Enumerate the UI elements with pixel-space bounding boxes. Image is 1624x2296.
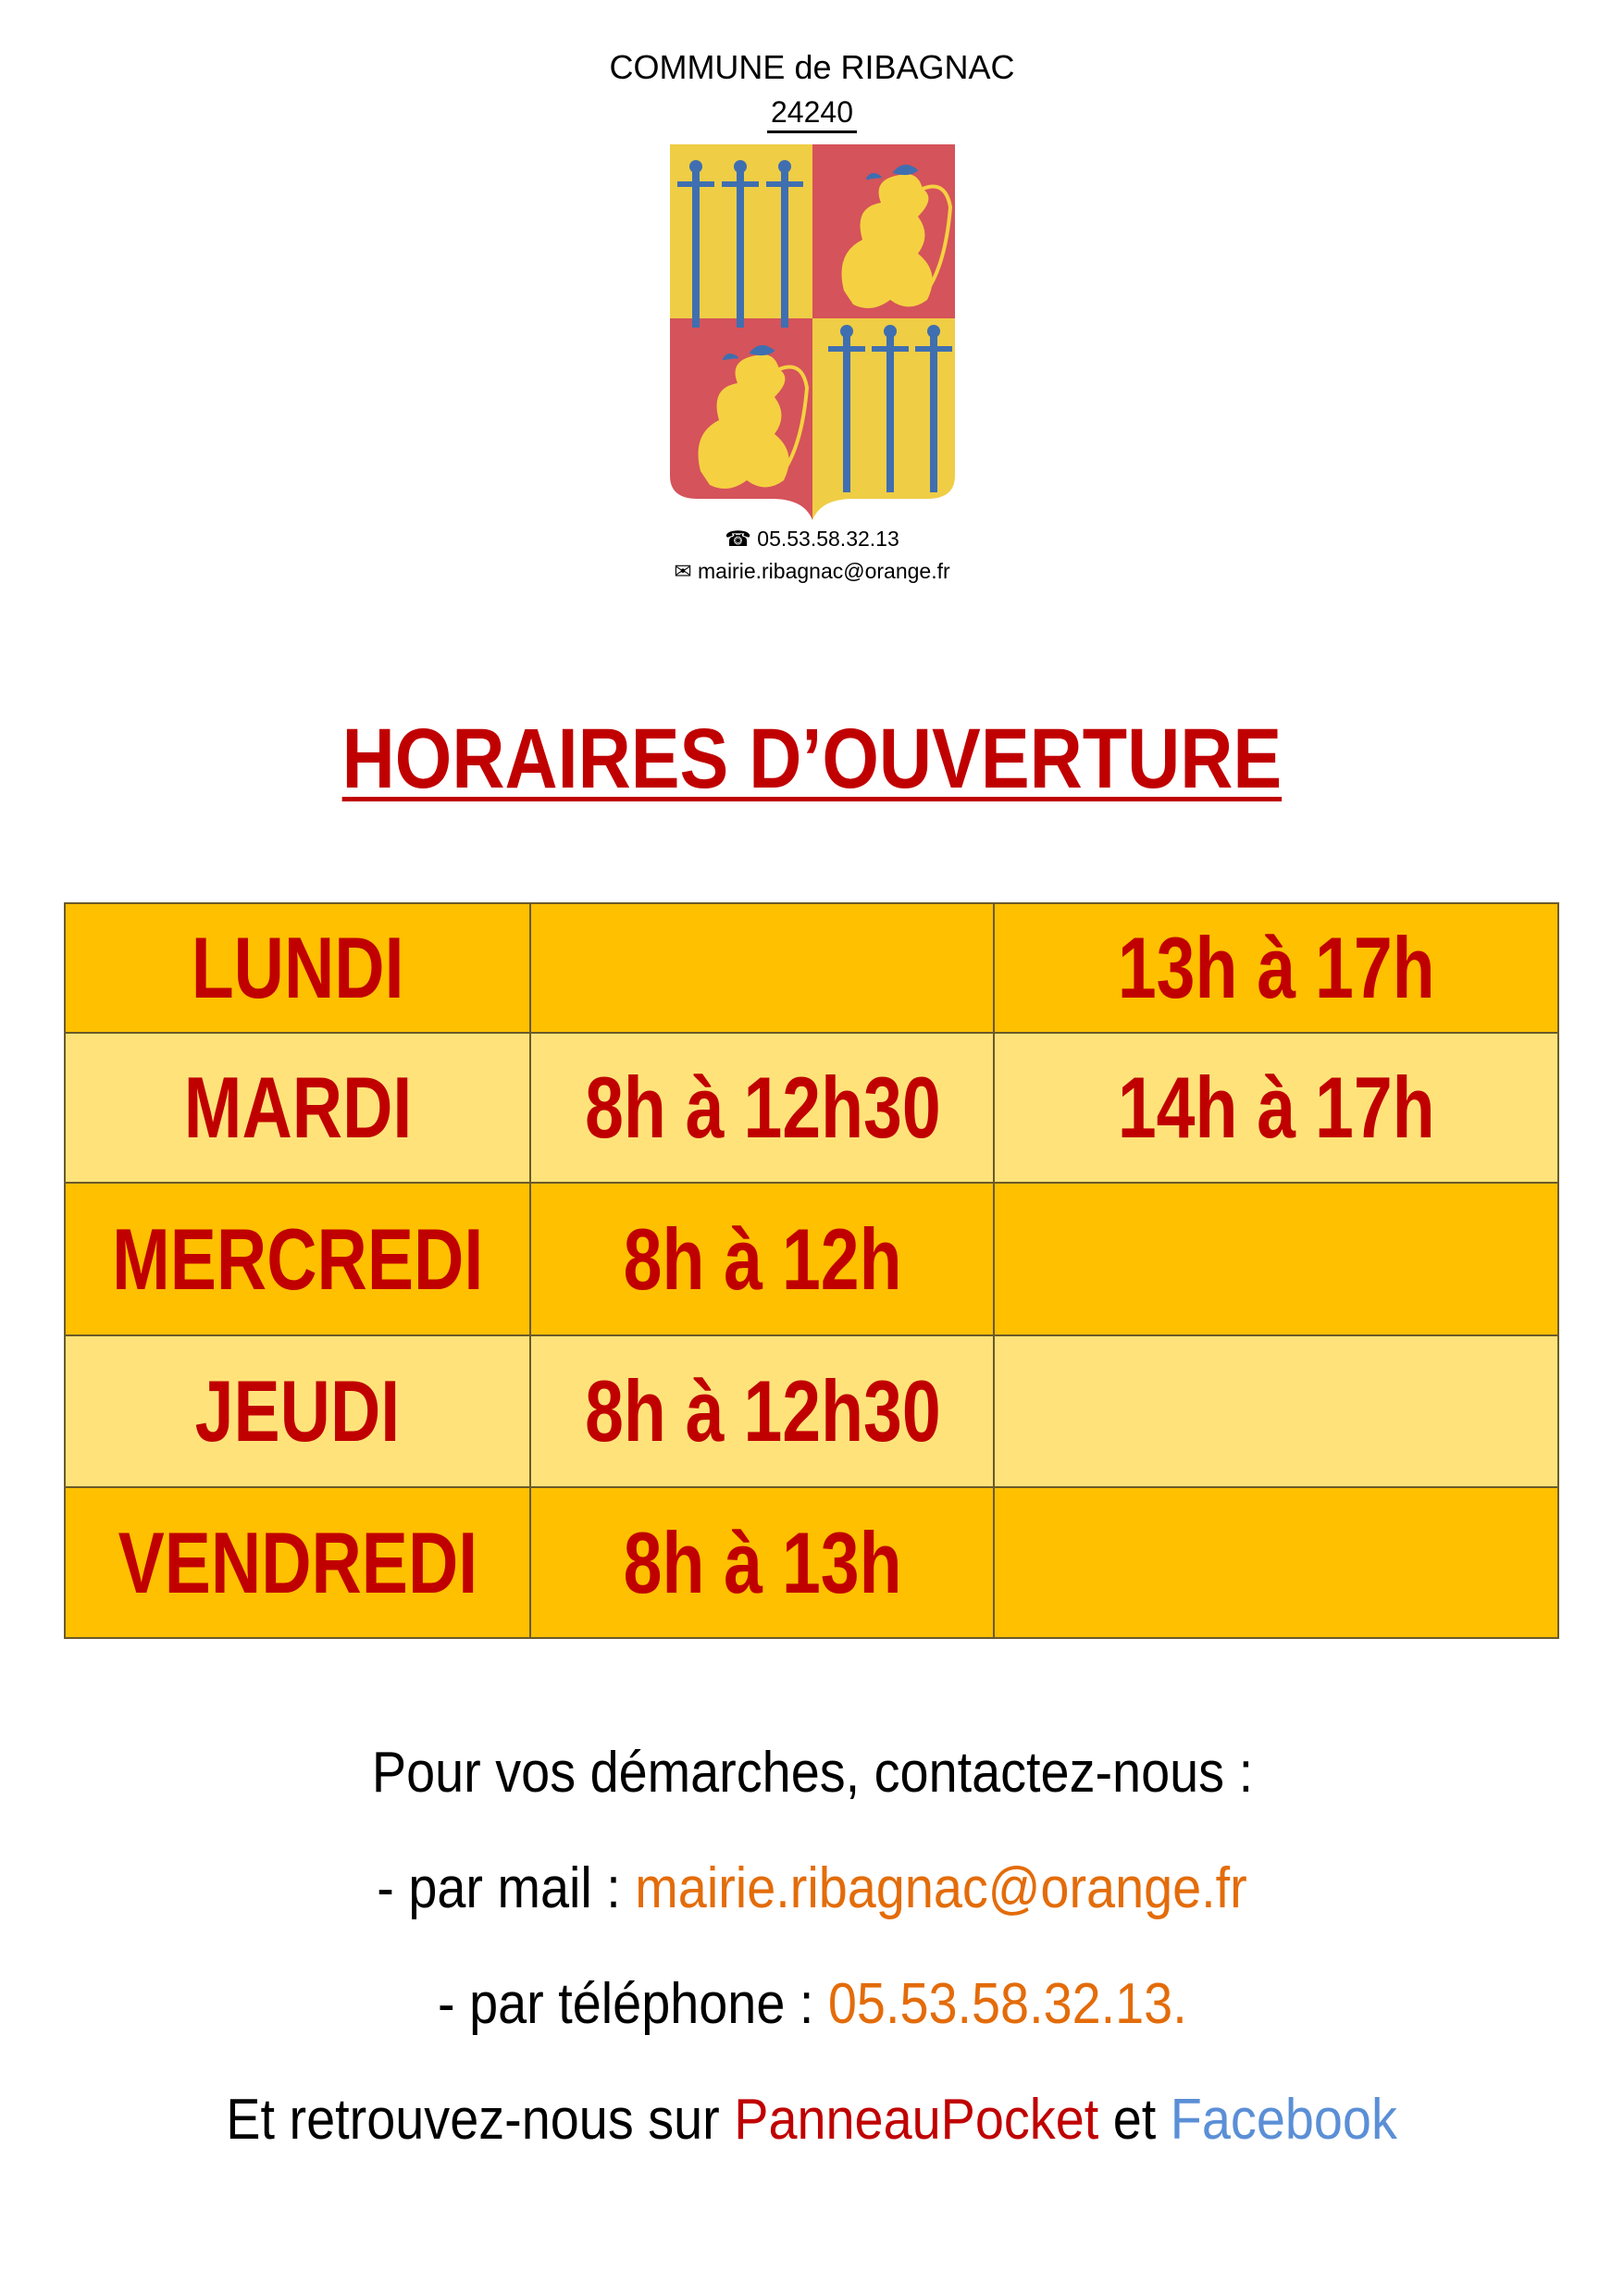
contact-phone: - par téléphone : 05.53.58.32.13. bbox=[0, 1971, 1624, 2037]
morning-hours: 8h à 12h bbox=[623, 1210, 902, 1308]
table-row: JEUDI 8h à 12h30 bbox=[63, 1334, 1559, 1488]
day-cell: LUNDI bbox=[63, 902, 532, 1034]
day-cell: JEUDI bbox=[63, 1334, 532, 1488]
table-row: LUNDI 13h à 17h bbox=[63, 902, 1559, 1034]
table-row: VENDREDI 8h à 13h bbox=[63, 1486, 1559, 1639]
phone-label: - par téléphone : bbox=[437, 1972, 828, 2036]
day-label: LUNDI bbox=[191, 919, 404, 1016]
table-row: MERCREDI 8h à 12h bbox=[63, 1182, 1559, 1336]
morning-cell: 8h à 12h30 bbox=[529, 1334, 996, 1488]
find-us: Et retrouvez-nous sur PanneauPocket et F… bbox=[0, 2087, 1624, 2153]
afternoon-hours: 14h à 17h bbox=[1117, 1059, 1435, 1156]
header-email: ✉ mairie.ribagnac@orange.fr bbox=[0, 559, 1624, 584]
day-label: JEUDI bbox=[194, 1362, 401, 1459]
morning-cell bbox=[529, 902, 996, 1034]
page-title: HORAIRES D’OUVERTURE bbox=[0, 711, 1624, 808]
coat-of-arms bbox=[670, 144, 955, 520]
contact-intro: Pour vos démarches, contactez-nous : bbox=[0, 1740, 1624, 1806]
mail-label: - par mail : bbox=[377, 1856, 636, 1920]
and-text: et bbox=[1098, 2088, 1172, 2152]
afternoon-cell bbox=[993, 1182, 1559, 1336]
panneaupocket-name: PanneauPocket bbox=[734, 2088, 1099, 2152]
day-cell: VENDREDI bbox=[63, 1486, 532, 1639]
commune-name: COMMUNE de RIBAGNAC bbox=[609, 48, 1015, 86]
day-cell: MARDI bbox=[63, 1032, 532, 1184]
phone-link[interactable]: 05.53.58.32.13. bbox=[827, 1972, 1187, 2036]
postal-code-text: 24240 bbox=[767, 95, 857, 133]
header-email-text: mairie.ribagnac@orange.fr bbox=[698, 559, 950, 583]
telephone-icon: ☎ bbox=[725, 527, 758, 551]
contact-intro-text: Pour vos démarches, contactez-nous : bbox=[371, 1741, 1253, 1805]
morning-cell: 8h à 12h30 bbox=[529, 1032, 996, 1184]
afternoon-hours: 13h à 17h bbox=[1117, 919, 1435, 1016]
afternoon-cell bbox=[993, 1334, 1559, 1488]
morning-cell: 8h à 12h bbox=[529, 1182, 996, 1336]
day-label: VENDREDI bbox=[118, 1513, 477, 1611]
morning-hours: 8h à 12h30 bbox=[584, 1362, 941, 1459]
facebook-name: Facebook bbox=[1171, 2088, 1398, 2152]
postal-code: 24240 bbox=[0, 95, 1624, 133]
afternoon-cell bbox=[993, 1486, 1559, 1639]
morning-hours: 8h à 12h30 bbox=[584, 1059, 941, 1156]
afternoon-cell: 13h à 17h bbox=[993, 902, 1559, 1034]
table-row: MARDI 8h à 12h30 14h à 17h bbox=[63, 1032, 1559, 1184]
find-us-prefix: Et retrouvez-nous sur bbox=[226, 2088, 735, 2152]
envelope-icon: ✉ bbox=[674, 559, 698, 583]
morning-cell: 8h à 13h bbox=[529, 1486, 996, 1639]
opening-hours-table: LUNDI 13h à 17h MARDI 8h à 12h30 14h à 1… bbox=[63, 902, 1559, 1639]
header-phone: ☎ 05.53.58.32.13 bbox=[0, 527, 1624, 552]
contact-mail: - par mail : mairie.ribagnac@orange.fr bbox=[0, 1855, 1624, 1921]
page-title-text: HORAIRES D’OUVERTURE bbox=[341, 712, 1283, 806]
header-phone-text: 05.53.58.32.13 bbox=[757, 527, 899, 551]
afternoon-cell: 14h à 17h bbox=[993, 1032, 1559, 1184]
day-cell: MERCREDI bbox=[63, 1182, 532, 1336]
morning-hours: 8h à 13h bbox=[623, 1513, 902, 1611]
email-link[interactable]: mairie.ribagnac@orange.fr bbox=[635, 1856, 1247, 1920]
day-label: MERCREDI bbox=[112, 1210, 484, 1308]
day-label: MARDI bbox=[183, 1059, 412, 1156]
